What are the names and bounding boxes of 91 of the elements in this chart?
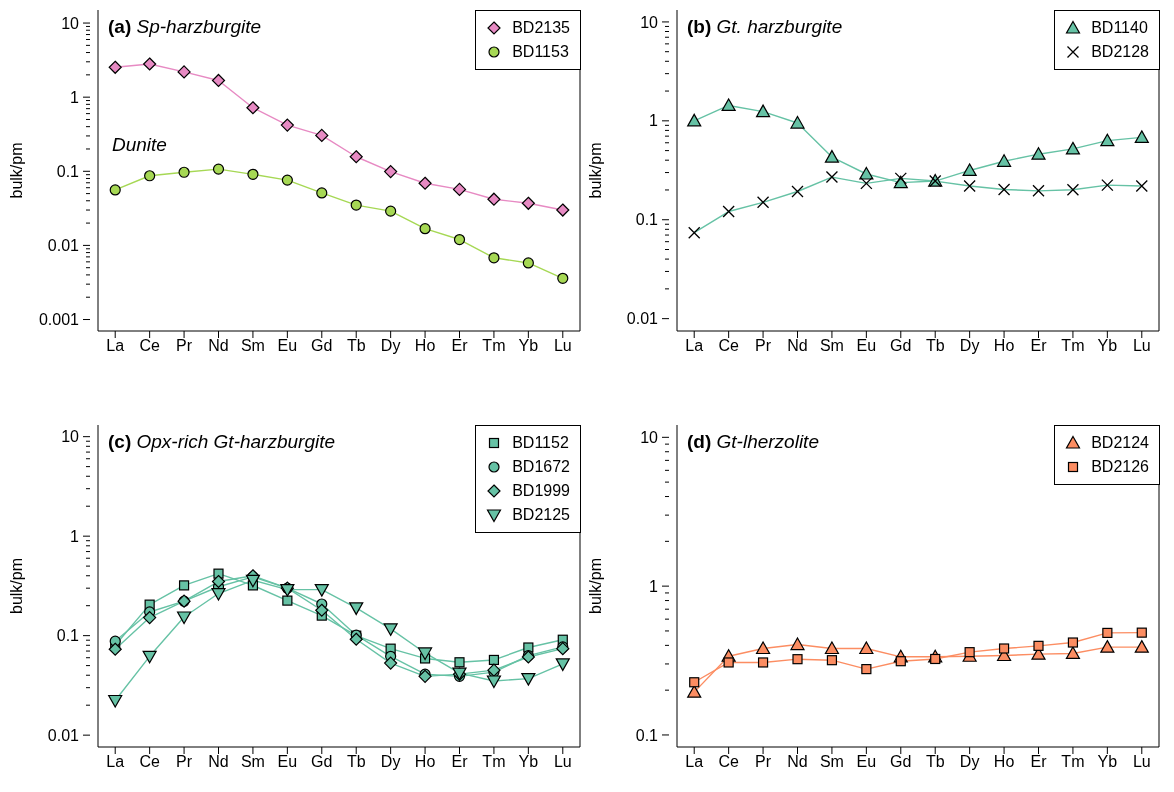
x-tick-label: Ho xyxy=(414,753,436,771)
y-tick-label: 0.1 xyxy=(635,211,659,229)
legend-label: BD1140 xyxy=(1091,18,1148,38)
x-tick-label: Tb xyxy=(925,753,945,771)
x-tick-label: Tm xyxy=(1061,753,1085,771)
x-tick-label: Sm xyxy=(240,337,265,355)
x-tick-label: Er xyxy=(1030,337,1048,355)
y-axis-title: bulk/pm xyxy=(7,557,25,615)
x-tick-label: Tm xyxy=(482,337,506,355)
x-tick-label: Yb xyxy=(1097,337,1118,355)
x-tick-label: Lu xyxy=(1132,337,1151,355)
x-tick-label: Pr xyxy=(755,337,772,355)
x-tick-label: Tb xyxy=(925,337,945,355)
y-tick-label: 0.1 xyxy=(56,162,80,180)
chart-title: (d) Gt-lherzolite xyxy=(687,431,819,452)
y-tick-label: 1 xyxy=(649,112,659,130)
y-axis-title: bulk/pm xyxy=(7,142,25,199)
x-tick-label: Pr xyxy=(176,753,193,771)
x-tick-label: Yb xyxy=(518,753,539,771)
x-tick-label: Nd xyxy=(208,753,229,771)
x-tick-label: Gd xyxy=(311,753,333,771)
x-tick-label: Ce xyxy=(139,337,160,355)
y-tick-label: 0.1 xyxy=(56,627,80,645)
x-tick-label: Ce xyxy=(718,337,739,355)
y-axis-title: bulk/pm xyxy=(586,557,604,615)
x-tick-label: Ce xyxy=(718,753,739,771)
x-tick-label: Nd xyxy=(208,337,229,355)
x-tick-label: La xyxy=(685,337,704,355)
x-tick-label: La xyxy=(106,337,125,355)
x-tick-label: Gd xyxy=(311,337,333,355)
x-tick-label: La xyxy=(106,753,125,771)
x-tick-label: Er xyxy=(451,337,469,355)
legend-label: BD1152 xyxy=(512,433,569,453)
x-tick-label: Tb xyxy=(346,337,366,355)
x-tick-label: Er xyxy=(451,753,469,771)
x-tick-label: Sm xyxy=(819,753,844,771)
legend-label: BD1153 xyxy=(512,42,569,62)
y-tick-label: 0.001 xyxy=(38,311,80,329)
x-tick-label: Dy xyxy=(959,753,980,771)
x-tick-label: Er xyxy=(1030,753,1048,771)
x-tick-label: Tb xyxy=(346,753,366,771)
x-tick-label: Ce xyxy=(139,753,160,771)
x-tick-label: Gd xyxy=(890,337,912,355)
x-tick-label: Tm xyxy=(482,753,506,771)
y-tick-label: 0.01 xyxy=(47,726,80,744)
legend-label: BD1672 xyxy=(512,457,570,477)
x-tick-label: Ho xyxy=(414,337,436,355)
x-tick-label: Yb xyxy=(1097,753,1118,771)
y-tick-label: 1 xyxy=(70,88,80,106)
legend-label: BD2126 xyxy=(1091,457,1149,477)
y-tick-label: 10 xyxy=(640,428,659,446)
y-tick-label: 1 xyxy=(649,577,659,595)
x-tick-label: La xyxy=(685,753,704,771)
x-tick-label: Gd xyxy=(890,753,912,771)
x-tick-label: Sm xyxy=(240,753,265,771)
x-tick-label: Lu xyxy=(1132,753,1151,771)
y-tick-label: 0.01 xyxy=(626,310,659,328)
chart-title: (b) Gt. harzburgite xyxy=(687,16,843,37)
x-tick-label: Nd xyxy=(787,753,808,771)
x-tick-label: Eu xyxy=(856,753,877,771)
x-tick-label: Dy xyxy=(380,753,401,771)
x-tick-label: Lu xyxy=(553,753,572,771)
x-tick-label: Ho xyxy=(993,753,1015,771)
y-tick-label: 10 xyxy=(61,428,80,446)
y-axis-title: bulk/pm xyxy=(586,142,604,199)
legend-label: BD2128 xyxy=(1091,42,1149,62)
x-tick-label: Eu xyxy=(856,337,877,355)
x-tick-label: Pr xyxy=(176,337,193,355)
annotation: Dunite xyxy=(112,134,167,156)
y-tick-label: 10 xyxy=(640,13,659,31)
x-tick-label: Nd xyxy=(787,337,808,355)
x-tick-label: Pr xyxy=(755,753,772,771)
legend-label: BD2135 xyxy=(512,18,570,38)
x-tick-label: Lu xyxy=(553,337,572,355)
x-tick-label: Dy xyxy=(959,337,980,355)
x-tick-label: Eu xyxy=(277,753,298,771)
x-tick-label: Dy xyxy=(380,337,401,355)
x-tick-label: Ho xyxy=(993,337,1015,355)
y-tick-label: 1 xyxy=(70,527,80,545)
chart-title: (a) Sp-harzburgite xyxy=(108,16,262,37)
chart-title: (c) Opx-rich Gt-harzburgite xyxy=(108,431,336,452)
legend-label: BD2125 xyxy=(512,505,570,525)
legend-label: BD2124 xyxy=(1091,433,1149,453)
legend-label: BD1999 xyxy=(512,481,570,501)
x-tick-label: Yb xyxy=(518,337,539,355)
y-tick-label: 10 xyxy=(61,14,80,32)
x-tick-label: Eu xyxy=(277,337,298,355)
y-tick-label: 0.1 xyxy=(635,726,659,744)
x-tick-label: Tm xyxy=(1061,337,1085,355)
y-tick-label: 0.01 xyxy=(47,237,80,254)
x-tick-label: Sm xyxy=(819,337,844,355)
